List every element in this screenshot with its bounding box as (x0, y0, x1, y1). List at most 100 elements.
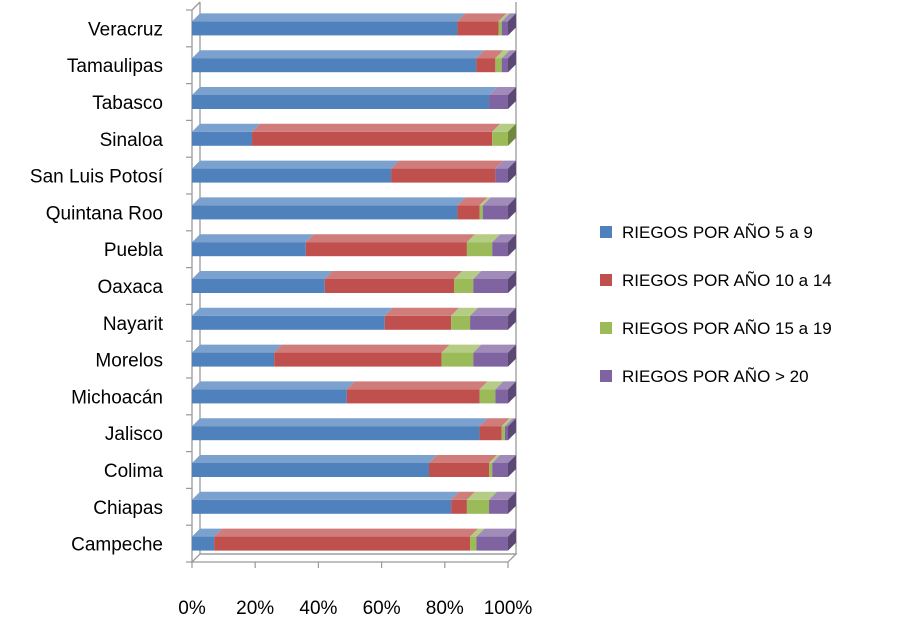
bar-end-michoacan (508, 381, 516, 404)
bar-top-veracruz-s3 (498, 13, 510, 22)
bar-top-nayarit-s1 (192, 307, 393, 316)
legend: RIEGOS POR AÑO 5 a 9 RIEGOS POR AÑO 10 a … (600, 223, 832, 386)
bar-campeche-riegos-por-ano-5-a-9 (192, 536, 215, 551)
bar-end-morelos (508, 344, 516, 367)
bar-top-campeche-s1 (192, 528, 223, 537)
bar-colima-riegos-por-ano-15-a-19 (489, 463, 493, 477)
bar-end-nayarit (508, 307, 516, 330)
bar-top-puebla-s4 (492, 234, 516, 243)
bar-top-sinaloa-s3 (492, 123, 516, 132)
bar-top-nayarit-s3 (451, 307, 479, 316)
bar-colima-riegos-por-ano-20 (492, 463, 508, 477)
bar-top-nayarit-s4 (470, 307, 516, 316)
bar-row-michoacan (192, 381, 516, 404)
bar-top-tamaulipas-s2 (476, 50, 504, 59)
category-label-tamaulipas: Tamaulipas (67, 56, 163, 77)
bar-puebla-riegos-por-ano-20 (492, 242, 508, 257)
bar-top-michoacan-s3 (479, 381, 504, 390)
bar-row-veracruz (192, 13, 516, 36)
bar-oaxaca-riegos-por-ano-20 (473, 279, 508, 293)
bar-chiapas-riegos-por-ano-15-a-19 (466, 499, 490, 514)
legend-swatch-1 (600, 226, 612, 238)
bar-oaxaca-riegos-por-ano-10-a-14 (324, 279, 455, 293)
bar-nayarit-riegos-por-ano-10-a-14 (384, 315, 452, 330)
bar-end-oaxaca (508, 271, 516, 293)
bar-top-morelos-s2 (274, 344, 450, 353)
x-tick-label-2: 40% (299, 598, 337, 617)
bar-top-tamaulipas-s1 (192, 50, 485, 59)
category-label-nayarit: Nayarit (103, 314, 164, 335)
bar-row-nayarit (192, 307, 516, 330)
bar-michoacan-riegos-por-ano-10-a-14 (346, 389, 480, 404)
bar-top-chiapas-s1 (192, 491, 460, 500)
bar-row-quintana-roo (192, 197, 516, 220)
bar-top-chiapas-s4 (489, 491, 516, 500)
bar-top-chiapas-s3 (466, 491, 498, 500)
bar-sinaloa-riegos-por-ano-10-a-14 (252, 131, 493, 146)
bar-top-morelos-s3 (441, 344, 482, 353)
bar-puebla-riegos-por-ano-10-a-14 (305, 242, 467, 257)
bar-top-tabasco-s1 (192, 87, 498, 95)
bar-row-oaxaca (192, 271, 516, 293)
category-label-sinaloa: Sinaloa (100, 130, 164, 151)
bar-top-michoacan-s1 (192, 381, 355, 390)
bar-jalisco-riegos-por-ano-10-a-14 (479, 426, 502, 441)
bar-chiapas-riegos-por-ano-20 (489, 499, 508, 514)
bar-top-san-luis-potosi-s2 (391, 160, 504, 169)
bar-top-oaxaca-s3 (454, 271, 482, 279)
bar-colima-riegos-por-ano-10-a-14 (429, 463, 490, 477)
category-label-morelos: Morelos (95, 351, 163, 372)
bar-oaxaca-riegos-por-ano-5-a-9 (192, 279, 325, 293)
bar-nayarit-riegos-por-ano-5-a-9 (192, 315, 385, 330)
bar-top-veracruz-s2 (457, 13, 507, 22)
bar-michoacan-riegos-por-ano-20 (495, 389, 508, 404)
category-label-chiapas: Chiapas (93, 498, 163, 519)
bar-top-tamaulipas-s4 (501, 50, 516, 59)
bar-veracruz-riegos-por-ano-15-a-19 (498, 21, 502, 36)
bar-top-puebla-s1 (192, 234, 314, 243)
bar-quintana-roo-riegos-por-ano-15-a-19 (479, 205, 483, 220)
bar-jalisco-riegos-por-ano-5-a-9 (192, 426, 480, 441)
bar-row-puebla (192, 234, 516, 257)
bar-end-colima (508, 455, 516, 477)
bar-end-campeche (508, 528, 516, 551)
bar-top-tamaulipas-s3 (495, 50, 510, 59)
bar-top-quintana-roo-s2 (457, 197, 488, 206)
bar-top-veracruz-s4 (501, 13, 516, 22)
x-tick-label-4: 80% (426, 598, 464, 617)
bar-top-quintana-roo-s4 (482, 197, 516, 206)
bar-top-puebla-s3 (466, 234, 501, 243)
category-label-michoacan: Michoacán (71, 387, 163, 408)
bar-top-morelos-s4 (473, 344, 516, 353)
x-tick-label-5: 100% (484, 598, 533, 617)
bar-tabasco-riegos-por-ano-20 (489, 95, 508, 109)
bar-top-nayarit-s2 (384, 307, 460, 316)
bar-top-sinaloa-s1 (192, 123, 261, 132)
bar-veracruz-riegos-por-ano-5-a-9 (192, 21, 458, 36)
bar-top-campeche-s4 (476, 528, 516, 537)
bar-sinaloa-riegos-por-ano-15-a-19 (492, 131, 508, 146)
bar-top-jalisco-s2 (479, 418, 510, 427)
legend-swatch-3 (600, 322, 612, 334)
bar-san-luis-potosi-riegos-por-ano-5-a-9 (192, 168, 392, 183)
bar-chiapas-riegos-por-ano-10-a-14 (451, 499, 467, 514)
bar-top-puebla-s2 (305, 234, 475, 243)
bar-top-jalisco-s4 (504, 418, 516, 427)
bar-sinaloa-riegos-por-ano-5-a-9 (192, 131, 253, 146)
category-label-veracruz: Veracruz (88, 19, 163, 40)
bar-colima-riegos-por-ano-5-a-9 (192, 463, 429, 477)
bar-top-quintana-roo-s1 (192, 197, 466, 206)
bar-row-chiapas (192, 491, 516, 514)
bar-top-campeche-s3 (470, 528, 485, 537)
bar-row-morelos (192, 344, 516, 367)
bar-quintana-roo-riegos-por-ano-20 (482, 205, 508, 220)
bar-morelos-riegos-por-ano-5-a-9 (192, 352, 275, 367)
bar-top-campeche-s2 (214, 528, 479, 537)
bar-tamaulipas-riegos-por-ano-10-a-14 (476, 58, 496, 73)
x-tick-label-0: 0% (178, 598, 206, 617)
bar-top-morelos-s1 (192, 344, 283, 353)
bar-top-colima-s4 (492, 455, 516, 463)
bar-row-jalisco (192, 418, 516, 441)
bar-campeche-riegos-por-ano-10-a-14 (214, 536, 471, 551)
bar-end-sinaloa (508, 123, 516, 146)
